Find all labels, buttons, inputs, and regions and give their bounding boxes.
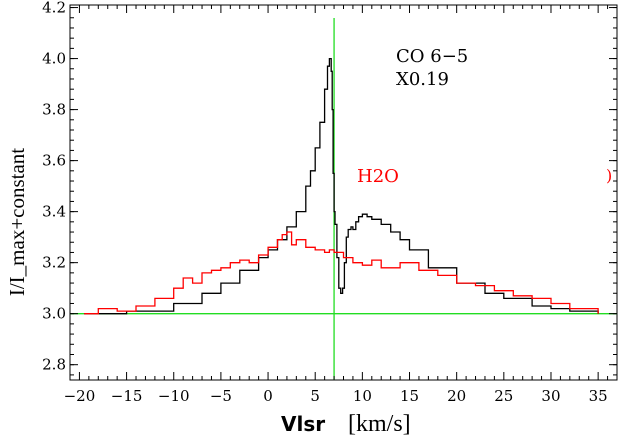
annotation-scale-factor: X0.19 bbox=[396, 69, 449, 90]
x-axis-label: Vlsr bbox=[281, 412, 325, 436]
y-tick-label: 3.0 bbox=[42, 305, 66, 323]
y-axis-label: I/I_max+constant bbox=[5, 148, 29, 296]
y-tick-label: 3.6 bbox=[42, 152, 66, 170]
x-tick-label: 5 bbox=[310, 387, 320, 405]
x-tick-label: 20 bbox=[447, 387, 466, 405]
plot-frame bbox=[69, 4, 618, 381]
series-line-h2o bbox=[84, 231, 599, 315]
annotation-co-line: CO 6−5 bbox=[396, 46, 468, 67]
x-tick-label: 35 bbox=[589, 387, 608, 405]
x-axis-unit: [km/s] bbox=[348, 411, 411, 437]
y-tick-label: 3.8 bbox=[42, 101, 66, 119]
y-tick-label: 4.2 bbox=[42, 0, 66, 17]
axis-ticks bbox=[69, 5, 618, 380]
legend-red-mark: ) bbox=[606, 166, 612, 185]
y-tick-label: 4.0 bbox=[42, 50, 66, 68]
x-tick-label: 30 bbox=[541, 387, 560, 405]
x-tick-label: 10 bbox=[353, 387, 372, 405]
x-tick-label: 0 bbox=[263, 387, 273, 405]
x-tick-label: −10 bbox=[158, 387, 190, 405]
x-tick-label: −15 bbox=[111, 387, 143, 405]
y-tick-label: 3.2 bbox=[42, 254, 66, 272]
tick-labels: −20 −15 −10 −5 0 5 10 15 20 25 30 35 2.8 3.0 3.2 3.4 3.6… bbox=[42, 0, 608, 405]
series-line-co bbox=[84, 57, 599, 315]
reference-lines bbox=[70, 18, 617, 380]
plot-border bbox=[69, 4, 618, 381]
series-layer bbox=[84, 57, 599, 315]
x-tick-label: 15 bbox=[400, 387, 419, 405]
x-tick-label: −5 bbox=[210, 387, 232, 405]
y-tick-label: 3.4 bbox=[42, 203, 66, 221]
x-tick-label: −20 bbox=[64, 387, 96, 405]
x-tick-label: 25 bbox=[494, 387, 513, 405]
y-tick-label: 2.8 bbox=[42, 356, 66, 374]
annotation-h2o-label: H2O bbox=[357, 166, 399, 187]
